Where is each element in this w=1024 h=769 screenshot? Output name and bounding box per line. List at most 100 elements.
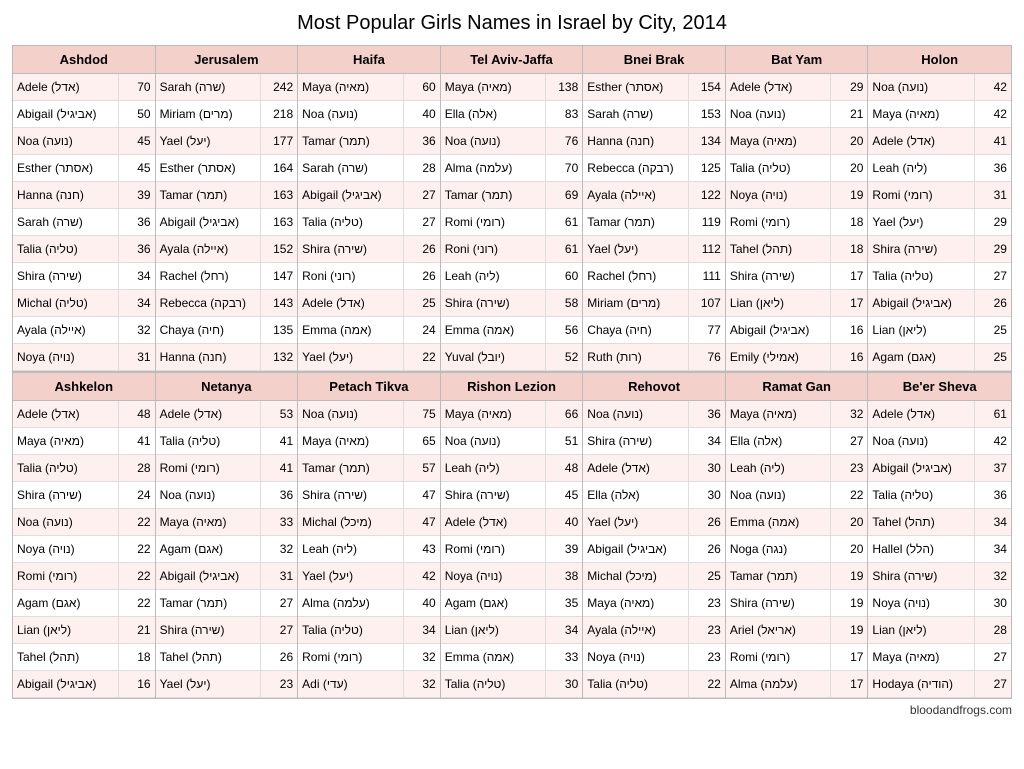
table-row: Maya (מאיה)138 (441, 74, 583, 101)
table-row: Roni (רוני)26 (298, 263, 440, 290)
count-cell: 26 (974, 290, 1011, 316)
table-row: Romi (רומי)17 (726, 644, 868, 671)
table-row: Shira (שירה)19 (726, 590, 868, 617)
name-cell: Agam (אגם) (156, 536, 261, 562)
name-cell: Talia (טליה) (583, 671, 688, 697)
table-row: Maya (מאיה)65 (298, 428, 440, 455)
name-cell: Talia (טליה) (726, 155, 831, 181)
table-row: Tamar (תמר)163 (156, 182, 298, 209)
count-cell: 20 (830, 536, 867, 562)
count-cell: 24 (403, 317, 440, 343)
count-cell: 134 (688, 128, 725, 154)
table-row: Talia (טליה)36 (868, 482, 1011, 509)
name-cell: Adele (אדל) (726, 74, 831, 100)
table-row: Hallel (הלל)34 (868, 536, 1011, 563)
table-row: Miriam (מרים)107 (583, 290, 725, 317)
table-row: Romi (רומי)39 (441, 536, 583, 563)
table-row: Romi (רומי)22 (13, 563, 155, 590)
table-row: Tamar (תמר)36 (298, 128, 440, 155)
table-row: Noa (נועה)42 (868, 428, 1011, 455)
count-cell: 34 (974, 536, 1011, 562)
name-cell: Abigail (אביגיל) (298, 182, 403, 208)
name-cell: Adele (אדל) (868, 128, 974, 154)
name-cell: Esther (אסתר) (583, 74, 688, 100)
count-cell: 34 (118, 290, 155, 316)
table-row: Tamar (תמר)27 (156, 590, 298, 617)
count-cell: 19 (830, 617, 867, 643)
name-cell: Romi (רומי) (441, 536, 546, 562)
count-cell: 177 (260, 128, 297, 154)
count-cell: 70 (118, 74, 155, 100)
table-row: Sarah (שרה)242 (156, 74, 298, 101)
table-row: Esther (אסתר)45 (13, 155, 155, 182)
name-cell: Lian (ליאן) (13, 617, 118, 643)
table-row: Rachel (רחל)111 (583, 263, 725, 290)
name-cell: Hanna (חנה) (156, 344, 261, 370)
count-cell: 47 (403, 482, 440, 508)
count-cell: 107 (688, 290, 725, 316)
city-header: Tel Aviv-Jaffa (441, 46, 583, 74)
count-cell: 29 (974, 209, 1011, 235)
name-cell: Yael (יעל) (298, 344, 403, 370)
page-title: Most Popular Girls Names in Israel by Ci… (12, 12, 1012, 35)
table-row: Shira (שירה)27 (156, 617, 298, 644)
count-cell: 31 (974, 182, 1011, 208)
count-cell: 132 (260, 344, 297, 370)
count-cell: 27 (974, 671, 1011, 697)
count-cell: 27 (830, 428, 867, 454)
table-row: Adele (אדל)53 (156, 401, 298, 428)
table-row: Noa (נועה)21 (726, 101, 868, 128)
table-row: Talia (טליה)28 (13, 455, 155, 482)
count-cell: 23 (260, 671, 297, 697)
table-row: Michal (מיכל)47 (298, 509, 440, 536)
name-cell: Emma (אמה) (441, 317, 546, 343)
city-header: Bat Yam (726, 46, 868, 74)
count-cell: 27 (974, 644, 1011, 670)
name-cell: Maya (מאיה) (298, 74, 403, 100)
table-row: Noya (נויה)30 (868, 590, 1011, 617)
name-cell: Maya (מאיה) (441, 74, 546, 100)
count-cell: 60 (403, 74, 440, 100)
name-cell: Adele (אדל) (298, 290, 403, 316)
count-cell: 27 (403, 182, 440, 208)
count-cell: 29 (974, 236, 1011, 262)
name-cell: Tahel (תהל) (726, 236, 831, 262)
count-cell: 119 (688, 209, 725, 235)
count-cell: 22 (830, 482, 867, 508)
count-cell: 25 (403, 290, 440, 316)
count-cell: 52 (545, 344, 582, 370)
count-cell: 23 (688, 644, 725, 670)
table-row: Yael (יעל)42 (298, 563, 440, 590)
table-row: Talia (טליה)20 (726, 155, 868, 182)
table-row: Adele (אדל)61 (868, 401, 1011, 428)
name-cell: Ariel (אריאל) (726, 617, 831, 643)
count-cell: 152 (260, 236, 297, 262)
table-row: Adele (אדל)30 (583, 455, 725, 482)
count-cell: 20 (830, 509, 867, 535)
name-cell: Shira (שירה) (726, 590, 831, 616)
name-cell: Chaya (חיה) (583, 317, 688, 343)
count-cell: 30 (688, 482, 725, 508)
count-cell: 38 (545, 563, 582, 589)
table-row: Agam (אגם)35 (441, 590, 583, 617)
table-row: Abigail (אביגיל)26 (583, 536, 725, 563)
name-cell: Talia (טליה) (298, 209, 403, 235)
count-cell: 48 (118, 401, 155, 427)
count-cell: 65 (403, 428, 440, 454)
table-row: Esther (אסתר)164 (156, 155, 298, 182)
count-cell: 42 (974, 428, 1011, 454)
name-cell: Tamar (תמר) (298, 455, 403, 481)
name-cell: Lian (ליאן) (441, 617, 546, 643)
count-cell: 27 (974, 263, 1011, 289)
table-row: Noa (נועה)75 (298, 401, 440, 428)
name-cell: Agam (אגם) (13, 590, 118, 616)
name-cell: Yael (יעל) (298, 563, 403, 589)
name-cell: Romi (רומי) (726, 644, 831, 670)
name-cell: Shira (שירה) (156, 617, 261, 643)
count-cell: 32 (974, 563, 1011, 589)
name-cell: Adele (אדל) (441, 509, 546, 535)
name-cell: Tamar (תמר) (441, 182, 546, 208)
name-cell: Talia (טליה) (13, 236, 118, 262)
count-cell: 154 (688, 74, 725, 100)
name-cell: Maya (מאיה) (868, 101, 974, 127)
